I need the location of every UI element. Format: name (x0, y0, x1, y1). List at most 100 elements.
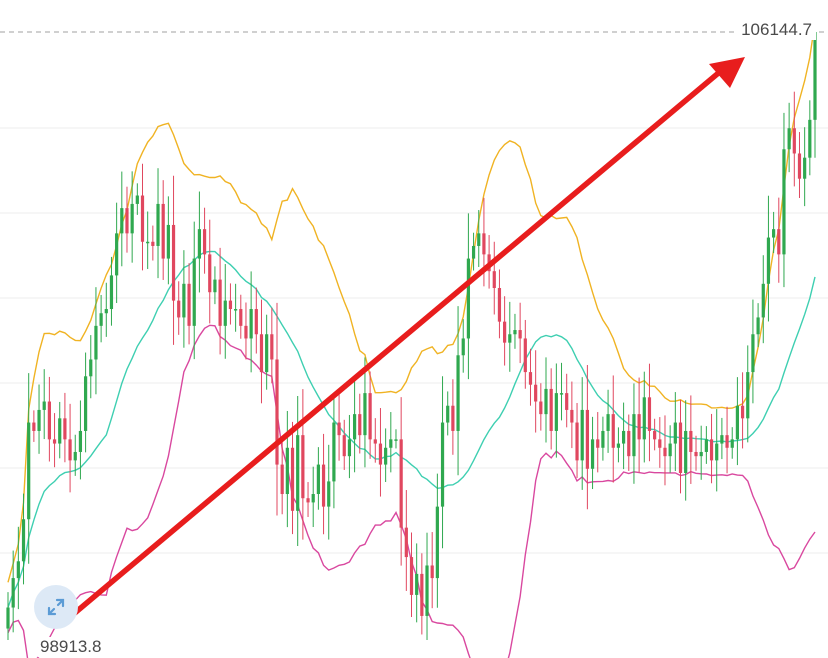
candle-body (440, 422, 445, 507)
candle-body (73, 451, 77, 461)
candle-body (797, 153, 802, 179)
candle-body (627, 430, 631, 457)
candle-body (777, 229, 781, 255)
candle-body (37, 409, 41, 431)
candle-body (42, 401, 46, 410)
candle-body (404, 527, 408, 558)
candle-body (585, 409, 589, 469)
candle-body (99, 313, 103, 326)
candle-body (461, 338, 465, 356)
candle-body (425, 565, 429, 616)
candle-body (135, 195, 139, 204)
candle-body (156, 203, 160, 246)
candle-body (32, 422, 36, 431)
candle-body (684, 430, 688, 473)
candle-body (342, 435, 346, 457)
candle-body (596, 439, 600, 448)
candle-body (120, 208, 124, 234)
candle-body (761, 283, 765, 318)
candle-body (420, 573, 424, 616)
candle-body (259, 334, 264, 373)
candle-body (477, 233, 481, 246)
candle-body (254, 309, 258, 335)
candle-body (782, 149, 786, 255)
candle-body (223, 300, 227, 326)
candle-body (68, 439, 72, 461)
candle-body (430, 565, 434, 579)
candle-body (89, 359, 93, 377)
candle-body (689, 430, 693, 452)
candle-body (316, 464, 320, 495)
candle-body (813, 32, 817, 120)
candle-body (435, 506, 439, 579)
high-price-label: 106144.7 (737, 20, 816, 40)
candle-body (772, 229, 776, 238)
low-price-label: 98913.8 (38, 637, 104, 657)
candle-body (378, 443, 383, 465)
candle-body (301, 435, 305, 499)
expand-button[interactable] (34, 585, 78, 629)
candle-body (197, 229, 202, 259)
candle-body (337, 422, 341, 436)
candle-body (373, 439, 377, 444)
candle-body (709, 439, 714, 461)
candle-body (368, 393, 372, 440)
candle-body (451, 405, 455, 431)
candle-body (492, 271, 496, 289)
candle-body (725, 435, 729, 448)
candle-body (715, 443, 719, 461)
candle-body (673, 422, 677, 444)
candle-body (611, 414, 615, 448)
candle-body (63, 418, 67, 440)
candle-body (47, 401, 51, 440)
candle-body (565, 393, 569, 410)
candle-body (290, 447, 295, 511)
candle-body (751, 334, 755, 373)
candle-body (399, 439, 403, 528)
candle-body (415, 573, 419, 595)
candle-body (746, 372, 750, 419)
candle-body (446, 405, 450, 423)
candle-body (58, 418, 62, 444)
candle-body (740, 405, 745, 419)
candle-body (125, 208, 129, 234)
candle-body (678, 422, 683, 473)
candle-body (606, 414, 610, 431)
candle-body (296, 435, 300, 511)
candle-body (151, 241, 155, 246)
candle-body (508, 334, 512, 343)
candle-body (699, 451, 703, 457)
candle-body (456, 355, 460, 431)
trend-arrow-head (709, 57, 745, 88)
candle-body (601, 430, 605, 448)
candle-body (694, 451, 698, 457)
candle-body (466, 258, 471, 339)
candle-body (166, 224, 170, 259)
candle-body (471, 245, 476, 259)
candle-body (632, 414, 636, 457)
candle-body (803, 157, 807, 179)
candle-body (621, 430, 626, 444)
candle-body (518, 330, 522, 339)
candle-body (239, 309, 243, 326)
candle-body (523, 338, 527, 373)
candle-body (668, 443, 672, 457)
candle-body (735, 405, 740, 440)
candle-body (146, 241, 150, 244)
candle-body (575, 422, 579, 461)
candle-body (109, 275, 114, 310)
candle-body (327, 481, 331, 507)
trend-arrow-line (67, 67, 725, 620)
candle-body (559, 393, 564, 395)
candle-body (704, 439, 708, 452)
candle-body (363, 393, 367, 436)
candle-body (808, 119, 812, 158)
candle-body (544, 388, 548, 415)
candle-body (52, 439, 57, 444)
candle-body (234, 309, 238, 311)
candle-body (663, 447, 667, 457)
candle-body (766, 237, 771, 284)
candle-body (384, 447, 388, 465)
candle-body (161, 203, 165, 259)
candle-body (756, 317, 760, 335)
